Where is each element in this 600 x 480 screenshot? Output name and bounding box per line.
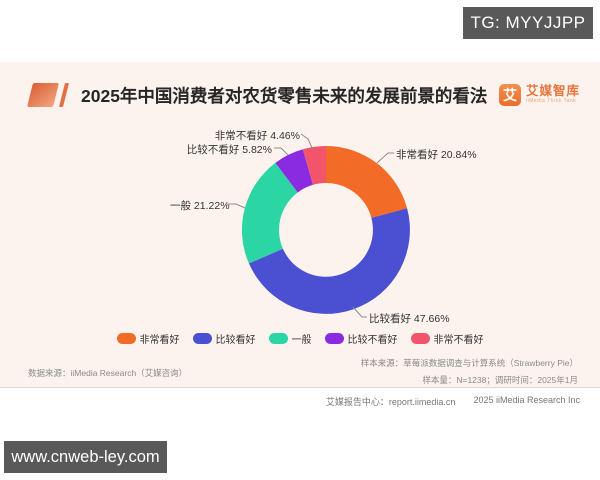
legend-label: 非常不看好: [433, 335, 484, 346]
legend-item-very-pessimistic: 非常不看好: [410, 331, 484, 346]
legend-label: 比较不看好: [347, 335, 398, 346]
iimedia-logo: 艾 艾媒智库 iiMedia Think Tank: [498, 84, 580, 106]
chart-legend: 非常看好 比较看好 一般 比较不看好 非常不看好: [0, 331, 600, 346]
sample-source-line: 样本来源：草莓派数据调查与计算系统（Strawberry Pie）: [360, 358, 578, 368]
watermark-url: www.cnweb-ley.com: [4, 441, 167, 473]
report-center-link: 艾媒报告中心：report.iimedia.cn: [325, 397, 456, 407]
callout-very-optimistic: 非常看好 20.84%: [396, 149, 477, 161]
legend-swatch: [192, 333, 212, 344]
data-source-note: 数据来源：iiMedia Research（艾媒咨询）: [28, 368, 188, 378]
callout-very-pessimistic: 非常不看好 4.46%: [214, 130, 300, 142]
title-accent-icon: [27, 83, 59, 107]
iimedia-logo-icon: 艾: [498, 84, 521, 106]
report-header: 2025年中国消费者对农货零售未来的发展前景的看法 艾 艾媒智库 iiMedia…: [27, 81, 580, 109]
iimedia-logo-text: 艾媒智库 iiMedia Think Tank: [526, 85, 580, 104]
sample-info-line: 样本量：N=1238；调研时间：2025年1月: [422, 374, 578, 385]
legend-item-fairly-optimistic: 比较看好: [192, 331, 256, 346]
tg-contact-badge: TG: MYYJJPP: [463, 7, 593, 39]
legend-label: 一般: [291, 335, 312, 346]
legend-item-fairly-pessimistic: 比较不看好: [324, 331, 398, 346]
callout-fairly-pessimistic: 比较不看好 5.82%: [186, 144, 272, 156]
legend-label: 比较看好: [215, 335, 256, 346]
page-title: 2025年中国消费者对农货零售未来的发展前景的看法: [81, 85, 488, 106]
title-slash-icon: [59, 83, 69, 107]
sample-source-note: 样本来源：草莓派数据调查与计算系统（Strawberry Pie） 样本量：N=…: [361, 355, 578, 388]
legend-item-very-optimistic: 非常看好: [116, 331, 180, 346]
callout-neutral: 一般 21.22%: [170, 200, 230, 212]
legend-item-neutral: 一般: [268, 331, 312, 346]
copyright-text: 2025 iiMedia Research Inc: [473, 395, 580, 405]
report-footer: 艾媒报告中心：report.iimedia.cn 2025 iiMedia Re…: [326, 395, 580, 408]
iimedia-logo-name: 艾媒智库: [525, 84, 580, 99]
callout-fairly-optimistic: 比较看好 47.66%: [369, 313, 450, 325]
legend-swatch: [268, 333, 288, 344]
legend-swatch: [410, 333, 430, 344]
legend-label: 非常看好: [139, 335, 180, 346]
legend-swatch: [324, 333, 344, 344]
legend-swatch: [116, 333, 136, 344]
iimedia-logo-subtitle: iiMedia Think Tank: [525, 98, 577, 105]
